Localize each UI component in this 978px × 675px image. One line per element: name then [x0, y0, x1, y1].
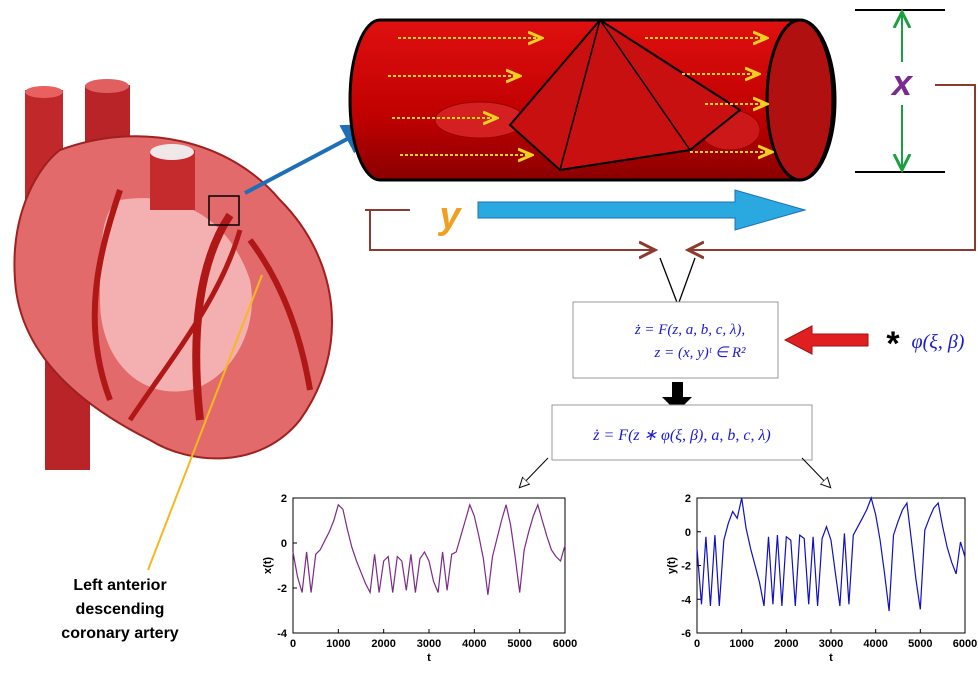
x-tick-label: 0 — [694, 638, 700, 650]
y-axis-label: y(t) — [666, 557, 678, 574]
y-label: y — [437, 195, 462, 237]
zoom-arrow — [245, 128, 368, 193]
x-tick-label: 6000 — [953, 638, 977, 650]
vessel-illustration — [350, 20, 835, 180]
x-tick-label: 3000 — [819, 638, 843, 650]
x-axis-label: t — [427, 652, 431, 664]
y-tick-label: -2 — [277, 583, 287, 595]
y-tick-label: -2 — [681, 561, 691, 573]
noise-term: φ(ξ, β) — [912, 331, 965, 353]
x-tick-label: 2000 — [371, 638, 395, 650]
artery-label: Left anterior — [73, 577, 166, 594]
x-tick-label: 1000 — [729, 638, 753, 650]
x-tick-label: 4000 — [863, 638, 887, 650]
x-label: x — [890, 62, 914, 103]
y-tick-label: -4 — [277, 628, 288, 640]
y-tick-label: 0 — [685, 527, 691, 539]
y-axis-label: x(t) — [262, 557, 274, 574]
plot-frame — [293, 498, 565, 633]
y-tick-label: -6 — [681, 628, 691, 640]
y-tick-label: -4 — [681, 594, 692, 606]
x-tick-label: 4000 — [462, 638, 486, 650]
x-tick-label: 0 — [290, 638, 296, 650]
diagram: x y ż = F(z, a, b, c, λ), z = (x, y)ᵗ ∈ … — [0, 0, 978, 675]
artery-label: descending — [76, 601, 165, 618]
data-line — [293, 505, 565, 595]
equation: z = (x, y)ᵗ ∈ R² — [653, 345, 746, 361]
heart-illustration — [14, 79, 332, 470]
artery-label: coronary artery — [61, 625, 178, 642]
data-line — [697, 498, 965, 611]
x-tick-label: 1000 — [326, 638, 350, 650]
y-tick-label: 2 — [281, 493, 287, 505]
equation-box — [573, 302, 778, 378]
x-tick-label: 5000 — [908, 638, 932, 650]
x-tick-label: 6000 — [553, 638, 577, 650]
x-tick-label: 2000 — [774, 638, 798, 650]
x-tick-label: 3000 — [417, 638, 441, 650]
x-axis-label: t — [829, 652, 833, 664]
equation: ż = F(z, a, b, c, λ), — [634, 322, 745, 338]
y-tick-label: 0 — [281, 538, 287, 550]
x-tick-label: 5000 — [507, 638, 531, 650]
y-tick-label: 2 — [685, 493, 691, 505]
equation: ż = F(z ∗ φ(ξ, β), a, b, c, λ) — [592, 427, 770, 444]
star: * — [886, 325, 900, 363]
